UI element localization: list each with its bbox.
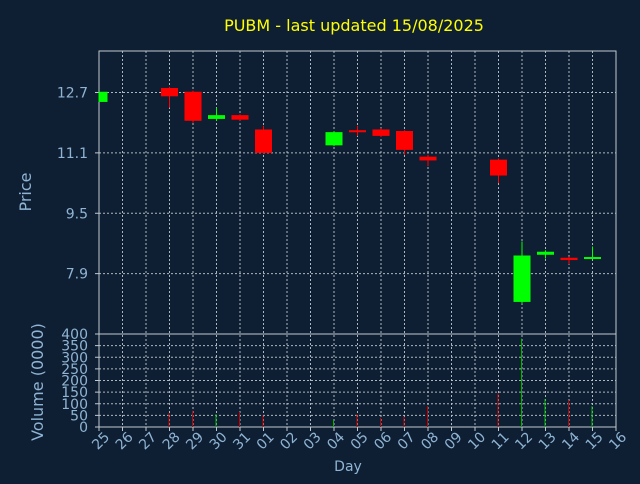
candle-body (513, 255, 531, 302)
x-tick-label: 27 (136, 429, 160, 453)
x-tick-label: 25 (89, 429, 113, 453)
price-tick-label: 11.1 (57, 146, 88, 162)
x-tick-label: 11 (489, 429, 513, 453)
candle-body (99, 91, 108, 102)
x-tick-label: 31 (230, 429, 254, 453)
candle-body (349, 130, 366, 133)
chart-title: PUBM - last updated 15/08/2025 (224, 16, 484, 35)
x-tick-label: 14 (559, 429, 583, 453)
x-tick-label: 16 (606, 429, 630, 453)
x-tick-label: 06 (371, 429, 395, 453)
grid-layer (99, 51, 616, 427)
x-axis-label: Day (334, 459, 362, 475)
price-candles (98, 86, 601, 304)
candle-body (372, 129, 390, 136)
volume-tick-label: 150 (61, 385, 88, 401)
candle-body (419, 156, 437, 161)
volume-tick-label: 50 (70, 408, 88, 424)
x-tick-label: 09 (442, 429, 466, 453)
x-tick-label: 26 (113, 429, 137, 453)
price-tick-label: 9.5 (66, 206, 88, 222)
volume-tick-label: 350 (61, 339, 88, 355)
volume-bars (168, 338, 593, 427)
candle-body (255, 129, 272, 153)
candle-body (584, 257, 601, 260)
volume-tick-label: 300 (61, 350, 88, 366)
x-tick-label: 12 (512, 429, 536, 453)
x-tick-label: 01 (254, 429, 278, 453)
candle-body (184, 91, 202, 121)
volume-tick-label: 100 (61, 397, 88, 413)
volume-tick-label: 0 (79, 420, 88, 436)
candle-body (208, 115, 225, 119)
price-tick-label: 7.9 (66, 267, 88, 283)
volume-axis-label: Volume (0000) (28, 323, 47, 441)
x-tick-label: 13 (536, 429, 560, 453)
axis-frame (95, 50, 617, 431)
x-tick-label: 02 (277, 429, 301, 453)
candle-body (396, 130, 413, 150)
x-tick-label: 10 (465, 429, 489, 453)
x-tick-label: 05 (348, 429, 372, 453)
x-tick-label: 04 (324, 429, 348, 453)
candle-body (537, 251, 554, 255)
candle-body (161, 87, 178, 97)
x-tick-label: 15 (583, 429, 607, 453)
candle-body (325, 132, 343, 146)
volume-tick-label: 400 (61, 327, 88, 343)
volume-tick-label: 250 (61, 362, 88, 378)
candle-body (560, 257, 578, 261)
x-tick-label: 03 (301, 429, 325, 453)
x-tick-label: 08 (418, 429, 442, 453)
x-tick-label: 28 (160, 429, 184, 453)
candle-body (490, 159, 507, 176)
price-tick-label: 12.7 (57, 86, 88, 102)
tick-labels: 7.99.511.112.705010015020025030035040025… (57, 86, 630, 454)
candle-body (231, 115, 249, 120)
volume-tick-label: 200 (61, 374, 88, 390)
x-tick-label: 07 (395, 429, 419, 453)
price-axis-label: Price (16, 172, 35, 211)
x-tick-label: 30 (207, 429, 231, 453)
x-tick-label: 29 (183, 429, 207, 453)
